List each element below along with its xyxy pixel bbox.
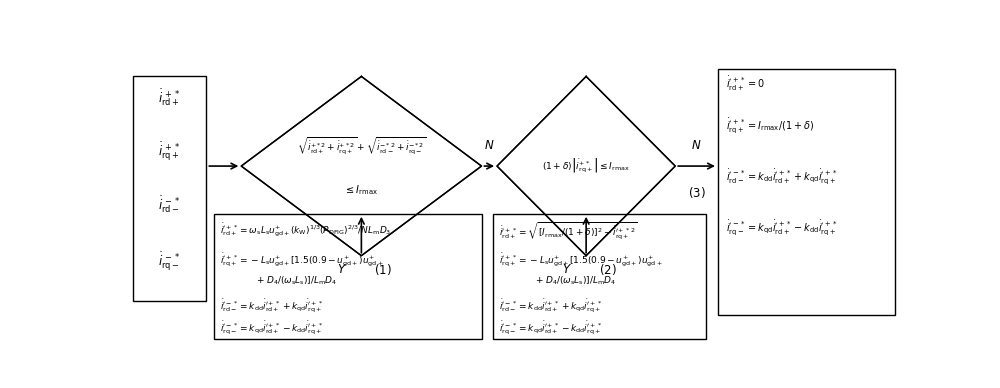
Text: $(2)$: $(2)$ [599,262,617,277]
Text: $N$: $N$ [484,139,494,152]
Text: $\dot{i}_{\mathrm{rd-}}^{\prime-*}=k_{\mathrm{dd}}\dot{i}_{\mathrm{rd+}}^{\prime: $\dot{i}_{\mathrm{rd-}}^{\prime-*}=k_{\m… [220,298,323,315]
Text: $\dot{i}_{\mathrm{rq+}}^{\prime+*}=-L_{\mathrm{s}}u_{\mathrm{gd+}}^{+}[1.5(0.9-u: $\dot{i}_{\mathrm{rq+}}^{\prime+*}=-L_{\… [220,252,384,269]
Text: $\dot{i}_{\mathrm{rq-}}^{\prime-*}=k_{\mathrm{qd}}\dot{i}_{\mathrm{rd+}}^{\prime: $\dot{i}_{\mathrm{rq-}}^{\prime-*}=k_{\m… [499,320,602,338]
Text: $\dot{i}_{\mathrm{rq+}}^{\prime+*}=-L_{\mathrm{s}}u_{\mathrm{gd+}}^{+}[1.5(0.9-u: $\dot{i}_{\mathrm{rq+}}^{\prime+*}=-L_{\… [499,252,663,269]
Text: $\dot{i}_{\mathrm{rd+}}^{\prime+*}=0$: $\dot{i}_{\mathrm{rd+}}^{\prime+*}=0$ [726,75,765,93]
Text: $\dot{i}_{\mathrm{rd-}}^{\prime-*}=k_{\mathrm{dd}}\dot{i}_{\mathrm{rd+}}^{\prime: $\dot{i}_{\mathrm{rd-}}^{\prime-*}=k_{\m… [499,298,602,315]
Text: $\dot{i}_{\mathrm{rd+}}^{\,+*}$: $\dot{i}_{\mathrm{rd+}}^{\,+*}$ [158,87,181,108]
Text: $(3)$: $(3)$ [688,185,705,201]
Text: $\dot{i}_{\mathrm{rd+}}^{\prime+*}=\omega_{\mathrm{s}}L_{\mathrm{s}}u_{\mathrm{g: $\dot{i}_{\mathrm{rd+}}^{\prime+*}=\omeg… [220,222,392,239]
Polygon shape [241,76,482,256]
Text: $\quad\quad\quad\quad+D_{4}/(\omega_{\mathrm{s}}L_{\mathrm{s}})]/L_{\mathrm{m}}D: $\quad\quad\quad\quad+D_{4}/(\omega_{\ma… [220,275,338,288]
FancyBboxPatch shape [718,69,895,315]
Text: $Y$: $Y$ [562,263,572,275]
Text: $\dot{i}_{\mathrm{rq+}}^{\prime+*}=I_{\mathrm{rmax}}/(1+\delta)$: $\dot{i}_{\mathrm{rq+}}^{\prime+*}=I_{\m… [726,116,814,135]
Text: $\dot{i}_{\mathrm{rq-}}^{\,-*}$: $\dot{i}_{\mathrm{rq-}}^{\,-*}$ [158,250,181,273]
Text: $\dot{i}_{\mathrm{rd-}}^{\prime-*}=k_{\mathrm{dd}}\dot{i}_{\mathrm{rd+}}^{\prime: $\dot{i}_{\mathrm{rd-}}^{\prime-*}=k_{\m… [726,167,837,186]
FancyBboxPatch shape [214,214,482,340]
Polygon shape [497,76,675,256]
Text: $\leq I_{\mathrm{rmax}}$: $\leq I_{\mathrm{rmax}}$ [344,183,379,197]
Text: $\dot{i}_{\mathrm{rd-}}^{\,-*}$: $\dot{i}_{\mathrm{rd-}}^{\,-*}$ [158,194,181,215]
Text: $(1+\delta)\left|\dot{i}_{\mathrm{rq+}}^{+*}\right|\leq I_{\mathrm{rmax}}$: $(1+\delta)\left|\dot{i}_{\mathrm{rq+}}^… [542,157,630,175]
Text: $N$: $N$ [691,139,702,152]
Text: $Y$: $Y$ [337,263,347,275]
FancyBboxPatch shape [493,214,706,340]
Text: $\dot{i}_{\mathrm{rd+}}^{\prime+*}=\sqrt{[I_{\mathrm{rmax}}/(1+\delta)]^{2}-\dot: $\dot{i}_{\mathrm{rd+}}^{\prime+*}=\sqrt… [499,220,638,241]
FancyBboxPatch shape [133,76,206,300]
Text: $\quad\quad\quad\quad+D_{4}/(\omega_{\mathrm{s}}L_{\mathrm{s}})]/L_{\mathrm{m}}D: $\quad\quad\quad\quad+D_{4}/(\omega_{\ma… [499,275,617,288]
Text: $\dot{i}_{\mathrm{rq-}}^{\prime-*}=k_{\mathrm{qd}}\dot{i}_{\mathrm{rd+}}^{\prime: $\dot{i}_{\mathrm{rq-}}^{\prime-*}=k_{\m… [220,320,323,338]
Text: $\sqrt{\dot{i}_{\mathrm{rd+}}^{+*2}+\dot{i}_{\mathrm{rq+}}^{+*2}}+\sqrt{\dot{i}_: $\sqrt{\dot{i}_{\mathrm{rd+}}^{+*2}+\dot… [297,135,426,156]
Text: $(1)$: $(1)$ [374,262,392,277]
Text: $\dot{i}_{\mathrm{rq-}}^{\prime-*}=k_{\mathrm{qd}}\dot{i}_{\mathrm{rd+}}^{\prime: $\dot{i}_{\mathrm{rq-}}^{\prime-*}=k_{\m… [726,218,837,237]
Text: $\dot{i}_{\mathrm{rq+}}^{\,+*}$: $\dot{i}_{\mathrm{rq+}}^{\,+*}$ [158,140,181,163]
